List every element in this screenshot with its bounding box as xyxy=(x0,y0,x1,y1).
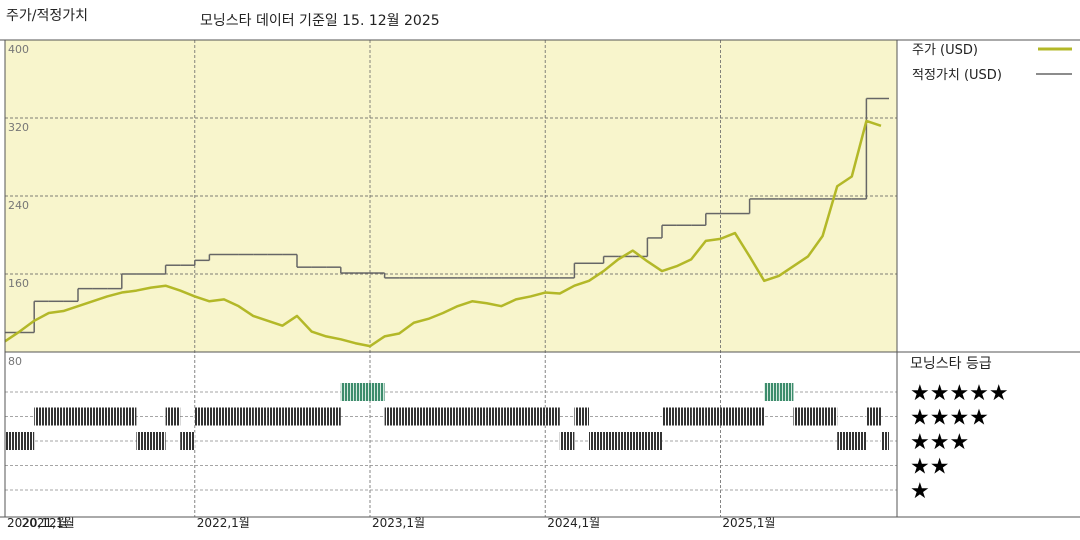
rating-bar xyxy=(749,407,765,426)
chart-subtitle: 모닝스타 데이터 기준일 15. 12월 2025 xyxy=(200,13,440,29)
rating-bar xyxy=(267,407,283,426)
rating-bar xyxy=(340,383,356,401)
legend-label: 주가 (USD) xyxy=(912,43,978,58)
rating-level-label: ★★★★ xyxy=(910,406,989,431)
rating-bar xyxy=(326,407,341,426)
rating-bar xyxy=(297,407,312,426)
rating-bar xyxy=(5,432,20,450)
chart-title: 주가/적정가치 xyxy=(6,8,88,24)
rating-bar xyxy=(180,432,195,450)
x-tick-label: 2021,1월 xyxy=(22,516,75,530)
x-tick-label: 2020,12월 xyxy=(7,516,68,530)
rating-bar xyxy=(282,407,297,426)
rating-bar xyxy=(253,407,268,426)
x-tick-label: 2025,1월 xyxy=(722,516,775,530)
rating-bar xyxy=(545,407,560,426)
legend-label: 적정가치 (USD) xyxy=(912,68,1002,83)
rating-level-label: ★ xyxy=(910,479,930,504)
rating-bar xyxy=(603,432,619,450)
rating-level-label: ★★★ xyxy=(910,430,969,455)
rating-bar xyxy=(92,407,108,426)
rating-bar xyxy=(735,407,750,426)
rating-bar xyxy=(837,432,852,450)
rating-bar xyxy=(165,407,181,426)
rating-bar xyxy=(428,407,443,426)
rating-bar xyxy=(457,407,473,426)
rating-bar xyxy=(691,407,706,426)
rating-bar xyxy=(530,407,546,426)
rating-bar xyxy=(632,432,648,450)
rating-bar xyxy=(224,407,239,426)
rating-bar xyxy=(355,383,370,401)
rating-bar xyxy=(78,407,93,426)
rating-bar xyxy=(63,407,78,426)
rating-bar xyxy=(851,432,867,450)
x-tick-label: 2023,1월 xyxy=(372,516,425,530)
rating-bar xyxy=(209,407,224,426)
rating-bar xyxy=(778,383,794,401)
rating-bar xyxy=(516,407,531,426)
rating-title: 모닝스타 등급 xyxy=(910,356,992,372)
rating-bar xyxy=(443,407,458,426)
rating-level-label: ★★ xyxy=(910,455,949,480)
rating-bar xyxy=(559,432,575,450)
y-tick-label: 320 xyxy=(8,121,29,134)
rating-bar xyxy=(121,407,137,426)
marks xyxy=(4,97,889,450)
rating-bar xyxy=(19,432,35,450)
rating-bar xyxy=(194,407,210,426)
rating-bar xyxy=(472,407,487,426)
rating-bar xyxy=(662,407,677,426)
rating-bar xyxy=(34,407,49,426)
rating-bar xyxy=(822,407,838,426)
rating-bar xyxy=(399,407,414,426)
y-tick-label: 240 xyxy=(8,199,29,212)
rating-bar xyxy=(720,407,735,426)
rating-bar xyxy=(136,432,151,450)
rating-bar xyxy=(238,407,254,426)
y-tick-label: 160 xyxy=(8,277,29,290)
rating-bar xyxy=(618,432,633,450)
rating-bar xyxy=(574,407,589,426)
rating-bar xyxy=(151,432,166,450)
x-tick-label: 2024,1월 xyxy=(547,516,600,530)
rating-bar xyxy=(866,407,881,426)
y-tick-label: 80 xyxy=(8,355,22,368)
rating-bar xyxy=(676,407,692,426)
rating-bar xyxy=(881,432,889,450)
rating-bar xyxy=(107,407,122,426)
price-line xyxy=(4,119,882,348)
rating-bar xyxy=(808,407,823,426)
rating-bar xyxy=(501,407,516,426)
rating-bar xyxy=(793,407,808,426)
x-tick-label: 2022,1월 xyxy=(197,516,250,530)
rating-bar xyxy=(311,407,327,426)
y-tick-label: 400 xyxy=(8,43,29,56)
rating-bar xyxy=(647,432,662,450)
rating-bar xyxy=(48,407,64,426)
rating-bar xyxy=(705,407,721,426)
rating-bar xyxy=(384,407,400,426)
rating-bar xyxy=(486,407,502,426)
rating-bar xyxy=(370,383,385,401)
rating-level-label: ★★★★★ xyxy=(910,381,1009,406)
rating-bar xyxy=(413,407,429,426)
rating-bar xyxy=(589,432,604,450)
rating-bar xyxy=(764,383,779,401)
